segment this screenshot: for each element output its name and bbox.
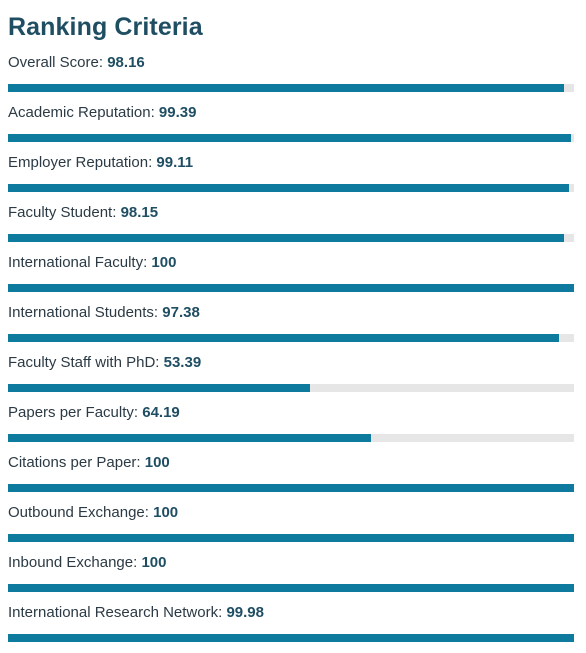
criterion-row: Faculty Staff with PhD: 53.39 [8,353,574,403]
criterion-text: Inbound Exchange: 100 [8,553,166,573]
criterion-value: 53.39 [163,354,202,371]
criterion-value: 99.98 [226,604,264,621]
criterion-label: International Research Network: [8,604,223,621]
score-bar-fill [8,334,560,342]
criterion-text: Papers per Faculty: 64.19 [8,403,180,423]
criterion-row: Papers per Faculty: 64.19 [8,403,574,453]
criterion-value: 98.15 [120,204,159,221]
score-bar-track [8,184,574,192]
criterion-label: Overall Score: [8,54,104,71]
criterion-label: International Faculty: [8,254,148,271]
criterion-text: Faculty Student: 98.15 [8,203,158,223]
criterion-row: Inbound Exchange: 100 [8,553,574,603]
score-bar-track [8,234,574,242]
score-bar-track [8,384,574,392]
criterion-text: Outbound Exchange: 100 [8,503,178,523]
score-bar-fill [8,584,574,592]
criterion-value: 100 [151,254,177,271]
score-bar-track [8,84,574,92]
criterion-text: Citations per Paper: 100 [8,453,170,473]
score-bar-fill [8,634,574,642]
criterion-text: Employer Reputation: 99.11 [8,153,193,173]
criterion-row: International Faculty: 100 [8,253,574,303]
criterion-label: Inbound Exchange: [8,554,138,571]
score-bar-track [8,284,574,292]
score-bar-fill [8,534,574,542]
criterion-label: Citations per Paper: [8,454,141,471]
criterion-row: International Research Network: 99.98 [8,603,574,653]
criterion-row: Faculty Student: 98.15 [8,203,574,253]
criterion-value: 100 [141,554,167,571]
score-bar-track [8,534,574,542]
page-title: Ranking Criteria [8,13,203,41]
criterion-row: Academic Reputation: 99.39 [8,103,574,153]
criterion-label: International Students: [8,304,159,321]
score-bar-track [8,634,574,642]
score-bar-fill [8,434,372,442]
score-bar-track [8,434,574,442]
criterion-text: Overall Score: 98.16 [8,53,145,73]
criterion-label: Papers per Faculty: [8,404,139,421]
score-bar-fill [8,134,571,142]
score-bar-track [8,134,574,142]
criterion-label: Outbound Exchange: [8,504,149,521]
criterion-value: 97.38 [162,304,200,321]
score-bar-fill [8,84,564,92]
score-bar-track [8,334,574,342]
criterion-text: Faculty Staff with PhD: 53.39 [8,353,201,373]
score-bar-track [8,484,574,492]
score-bar-fill [8,284,574,292]
criterion-row: Overall Score: 98.16 [8,53,574,103]
score-bar-fill [8,384,311,392]
criteria-list: Overall Score: 98.16 Academic Reputation:… [8,53,574,653]
criterion-label: Academic Reputation: [8,104,155,121]
criterion-value: 99.11 [156,154,194,171]
ranking-criteria-panel: Ranking Criteria Overall Score: 98.16 Aca… [8,10,574,653]
score-bar-fill [8,184,569,192]
score-bar-track [8,584,574,592]
criterion-text: International Research Network: 99.98 [8,603,264,623]
criterion-row: Employer Reputation: 99.11 [8,153,574,203]
criterion-value: 100 [153,504,179,521]
score-bar-fill [8,234,564,242]
criterion-label: Employer Reputation: [8,154,153,171]
criterion-value: 98.16 [107,54,145,71]
criterion-text: International Students: 97.38 [8,303,200,323]
criterion-text: International Faculty: 100 [8,253,176,273]
criterion-text: Academic Reputation: 99.39 [8,103,196,123]
criterion-row: Citations per Paper: 100 [8,453,574,503]
criterion-value: 64.19 [142,404,180,421]
criterion-label: Faculty Student: [8,204,117,221]
criterion-value: 99.39 [158,104,197,121]
criterion-row: Outbound Exchange: 100 [8,503,574,553]
score-bar-fill [8,484,574,492]
criterion-label: Faculty Staff with PhD: [8,354,160,371]
criterion-value: 100 [144,454,170,471]
criterion-row: International Students: 97.38 [8,303,574,353]
